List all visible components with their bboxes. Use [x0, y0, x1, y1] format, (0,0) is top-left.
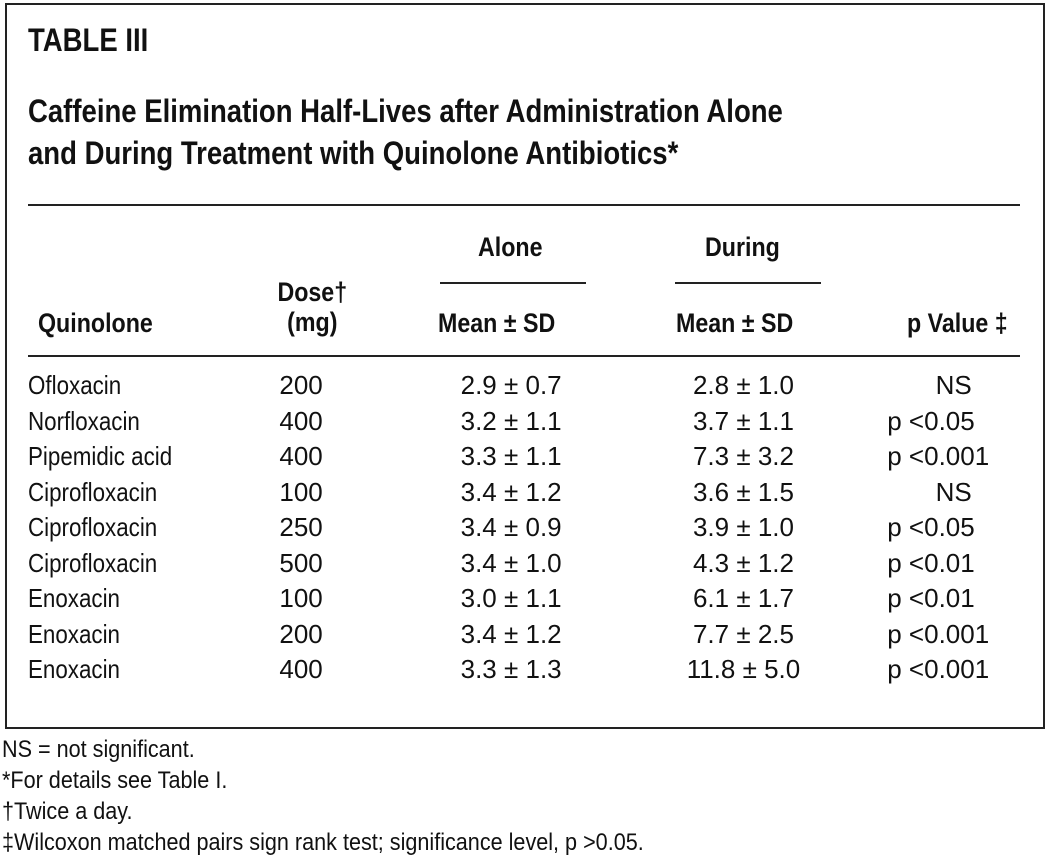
- footnote-ns: NS = not significant.: [2, 736, 195, 763]
- cell-quinolone: Enoxacin: [28, 654, 120, 685]
- header-top-rule: [28, 204, 1020, 206]
- cell-quinolone: Enoxacin: [28, 618, 120, 649]
- cell-quinolone: Ciprofloxacin: [28, 476, 158, 507]
- header-alone-sub: Mean ± SD: [438, 308, 556, 338]
- table-body: Ofloxacin 200 2.9 ± 0.7 2.8 ± 1.0 NS Nor…: [28, 368, 1020, 688]
- table-label: TABLE III: [28, 22, 149, 58]
- cell-dose: 200: [279, 618, 323, 649]
- cell-alone: 3.0 ± 1.1: [460, 583, 562, 614]
- table-title-line-2: and During Treatment with Quinolone Anti…: [28, 135, 679, 171]
- table-row: Ciprofloxacin 100 3.4 ± 1.2 3.6 ± 1.5 NS: [28, 475, 1020, 511]
- cell-alone: 3.3 ± 1.3: [460, 654, 562, 685]
- header-alone-rule: [440, 282, 586, 284]
- cell-p-value: NS: [935, 370, 972, 401]
- cell-during: 4.3 ± 1.2: [692, 547, 794, 578]
- cell-quinolone: Enoxacin: [28, 583, 120, 614]
- cell-alone: 3.3 ± 1.1: [460, 441, 562, 472]
- table-row: Enoxacin 400 3.3 ± 1.3 11.8 ± 5.0 p <0.0…: [28, 652, 1020, 688]
- header-dose-line-2: (mg): [287, 307, 338, 337]
- footnote-double-dagger: ‡Wilcoxon matched pairs sign rank test; …: [2, 829, 644, 856]
- cell-quinolone: Norfloxacin: [28, 405, 140, 436]
- cell-p-value: p <0.001: [887, 654, 990, 685]
- cell-p-value: p <0.01: [887, 547, 975, 578]
- table-row: Ciprofloxacin 250 3.4 ± 0.9 3.9 ± 1.0 p …: [28, 510, 1020, 546]
- cell-during: 3.6 ± 1.5: [692, 476, 794, 507]
- cell-quinolone: Ciprofloxacin: [28, 547, 158, 578]
- cell-dose: 100: [279, 583, 323, 614]
- header-dose-line-1: Dose†: [277, 277, 348, 307]
- table-title-line-1: Caffeine Elimination Half-Lives after Ad…: [28, 93, 783, 129]
- header-alone: Alone: [478, 232, 543, 262]
- cell-p-value: NS: [935, 476, 972, 507]
- cell-quinolone: Ofloxacin: [28, 370, 122, 401]
- table-row: Pipemidic acid 400 3.3 ± 1.1 7.3 ± 3.2 p…: [28, 439, 1020, 475]
- cell-alone: 3.4 ± 1.0: [460, 547, 562, 578]
- cell-quinolone: Pipemidic acid: [28, 441, 173, 472]
- cell-during: 7.7 ± 2.5: [692, 618, 794, 649]
- table-title: Caffeine Elimination Half-Lives after Ad…: [28, 90, 783, 174]
- cell-dose: 400: [279, 441, 323, 472]
- cell-dose: 500: [279, 547, 323, 578]
- header-during-sub: Mean ± SD: [676, 308, 794, 338]
- cell-dose: 400: [279, 654, 323, 685]
- cell-alone: 2.9 ± 0.7: [460, 370, 562, 401]
- cell-dose: 400: [279, 405, 323, 436]
- table-row: Ciprofloxacin 500 3.4 ± 1.0 4.3 ± 1.2 p …: [28, 546, 1020, 582]
- table-frame: [5, 3, 1045, 729]
- header-dose: Dose† (mg): [265, 277, 360, 337]
- cell-quinolone: Ciprofloxacin: [28, 512, 158, 543]
- header-during: During: [705, 232, 780, 262]
- cell-alone: 3.4 ± 1.2: [460, 476, 562, 507]
- header-quinolone: Quinolone: [38, 308, 153, 338]
- cell-during: 6.1 ± 1.7: [692, 583, 794, 614]
- header-bottom-rule: [28, 355, 1020, 357]
- cell-p-value: p <0.001: [887, 618, 990, 649]
- cell-during: 3.9 ± 1.0: [692, 512, 794, 543]
- footnote-asterisk: *For details see Table I.: [2, 767, 228, 794]
- header-during-rule: [675, 282, 821, 284]
- footnotes: NS = not significant. *For details see T…: [2, 734, 644, 858]
- cell-p-value: p <0.05: [887, 512, 975, 543]
- cell-during: 7.3 ± 3.2: [692, 441, 794, 472]
- cell-p-value: p <0.01: [887, 583, 975, 614]
- cell-during: 2.8 ± 1.0: [692, 370, 794, 401]
- cell-p-value: p <0.001: [887, 441, 990, 472]
- cell-during: 3.7 ± 1.1: [692, 405, 794, 436]
- cell-alone: 3.4 ± 1.2: [460, 618, 562, 649]
- header-p-value: p Value ‡: [907, 308, 1008, 338]
- table-row: Norfloxacin 400 3.2 ± 1.1 3.7 ± 1.1 p <0…: [28, 404, 1020, 440]
- footnote-dagger: †Twice a day.: [2, 798, 133, 825]
- cell-dose: 250: [279, 512, 323, 543]
- cell-p-value: p <0.05: [887, 405, 975, 436]
- cell-alone: 3.2 ± 1.1: [460, 405, 562, 436]
- cell-alone: 3.4 ± 0.9: [460, 512, 562, 543]
- cell-during: 11.8 ± 5.0: [686, 654, 801, 685]
- table-row: Enoxacin 200 3.4 ± 1.2 7.7 ± 2.5 p <0.00…: [28, 617, 1020, 653]
- cell-dose: 100: [279, 476, 323, 507]
- table-row: Enoxacin 100 3.0 ± 1.1 6.1 ± 1.7 p <0.01: [28, 581, 1020, 617]
- table-row: Ofloxacin 200 2.9 ± 0.7 2.8 ± 1.0 NS: [28, 368, 1020, 404]
- cell-dose: 200: [279, 370, 323, 401]
